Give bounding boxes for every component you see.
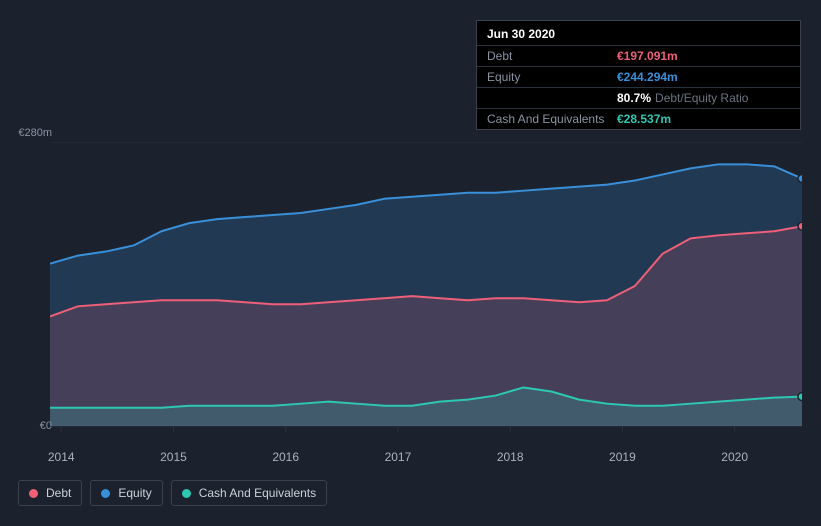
legend-label: Cash And Equivalents <box>199 486 316 500</box>
tooltip-title: Jun 30 2020 <box>477 21 800 46</box>
plot-area[interactable] <box>50 142 802 426</box>
tooltip-row-value: 80.7% <box>617 91 651 105</box>
tooltip-row-label: Cash And Equivalents <box>487 112 617 126</box>
tooltip-row-value: €244.294m <box>617 70 678 84</box>
tooltip-row-note: Debt/Equity Ratio <box>655 91 748 105</box>
chart-legend: Debt Equity Cash And Equivalents <box>18 480 327 506</box>
tooltip-row: 80.7% Debt/Equity Ratio <box>477 88 800 109</box>
legend-label: Equity <box>118 486 151 500</box>
x-axis-tick: 2014 <box>48 450 75 464</box>
tooltip-row-value: €197.091m <box>617 49 678 63</box>
x-axis-tick: 2016 <box>272 450 299 464</box>
x-axis-tick: 2020 <box>721 450 748 464</box>
tooltip-row-label <box>487 91 617 105</box>
x-axis-tick: 2018 <box>497 450 524 464</box>
tooltip-row-label: Debt <box>487 49 617 63</box>
chart-svg <box>50 142 802 446</box>
x-axis-tick: 2015 <box>160 450 187 464</box>
chart-container: €280m €0 2014201520162017201820192020 Ju… <box>18 18 803 508</box>
chart-tooltip: Jun 30 2020 Debt€197.091mEquity€244.294m… <box>476 20 801 130</box>
y-axis-tick-top: €280m <box>12 127 52 139</box>
x-axis-tick: 2019 <box>609 450 636 464</box>
tooltip-row: Cash And Equivalents€28.537m <box>477 109 800 129</box>
tooltip-row-label: Equity <box>487 70 617 84</box>
legend-item[interactable]: Cash And Equivalents <box>171 480 327 506</box>
tooltip-row: Debt€197.091m <box>477 46 800 67</box>
legend-dot-icon <box>29 489 38 498</box>
legend-dot-icon <box>182 489 191 498</box>
tooltip-row: Equity€244.294m <box>477 67 800 88</box>
x-axis-tick: 2017 <box>385 450 412 464</box>
legend-label: Debt <box>46 486 71 500</box>
legend-dot-icon <box>101 489 110 498</box>
y-axis-tick-bottom: €0 <box>12 420 52 432</box>
tooltip-row-value: €28.537m <box>617 112 671 126</box>
legend-item[interactable]: Equity <box>90 480 162 506</box>
legend-item[interactable]: Debt <box>18 480 82 506</box>
